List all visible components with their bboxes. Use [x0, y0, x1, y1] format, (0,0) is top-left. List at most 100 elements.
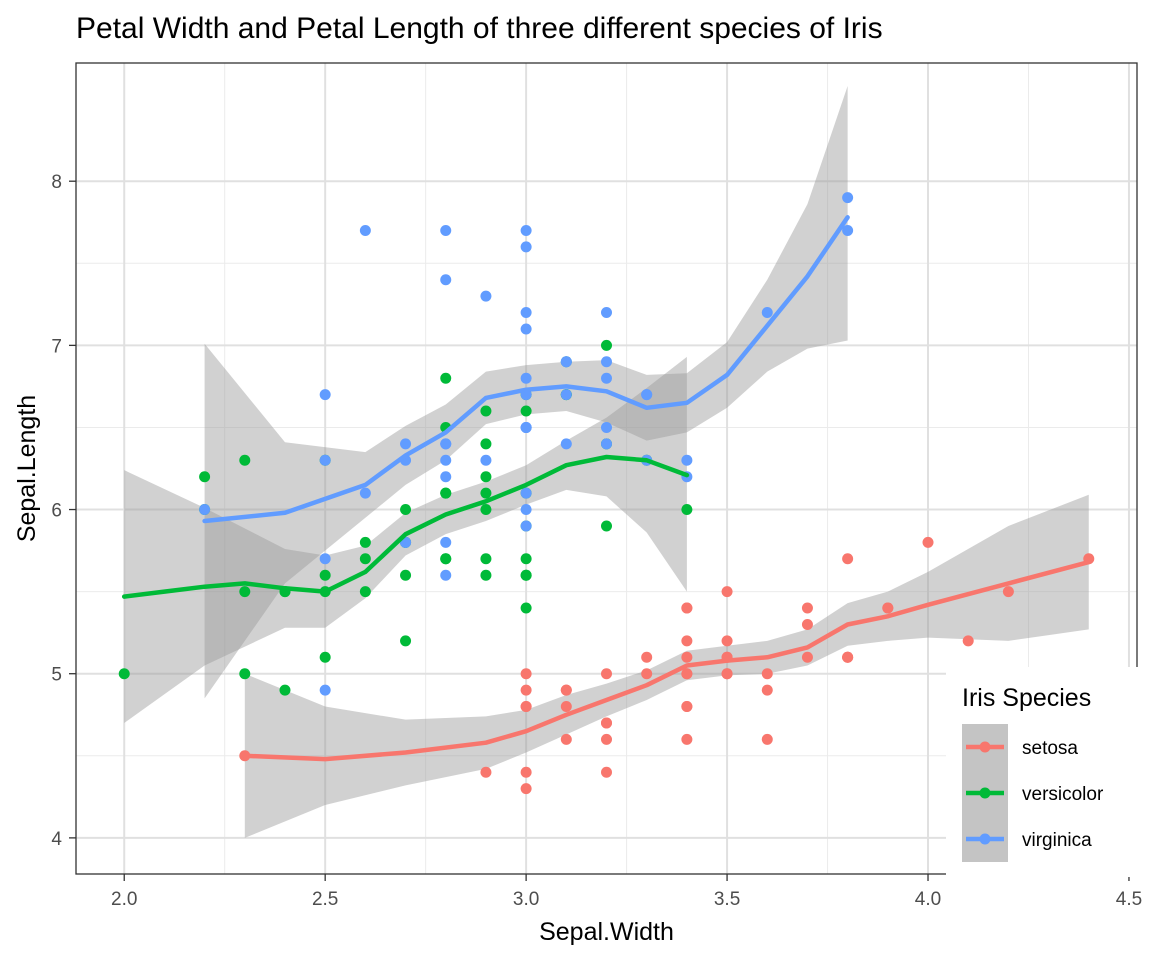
data-point-versicolor: [520, 553, 532, 565]
data-point-virginica: [520, 307, 532, 319]
data-point-setosa: [560, 684, 572, 696]
data-point-versicolor: [239, 454, 251, 466]
chart-title: Petal Width and Petal Length of three di…: [76, 12, 883, 45]
data-point-versicolor: [400, 635, 412, 647]
data-point-setosa: [601, 766, 612, 778]
smooth-line-virginica: [202, 215, 850, 524]
data-point-setosa: [761, 668, 773, 680]
data-point-setosa: [681, 635, 693, 647]
y-tick-label: 4: [51, 829, 62, 850]
data-point-setosa: [721, 635, 733, 647]
data-point-setosa: [681, 733, 693, 745]
data-point-virginica: [480, 290, 492, 302]
data-point-virginica: [520, 504, 532, 516]
data-point-versicolor: [480, 438, 492, 450]
data-point-versicolor: [480, 569, 492, 581]
legend-point-versicolor: [979, 787, 991, 799]
data-point-setosa: [480, 766, 492, 778]
data-point-setosa: [721, 586, 733, 598]
y-tick-label: 7: [51, 336, 62, 357]
x-tick-label: 3.0: [513, 889, 539, 910]
data-point-setosa: [801, 618, 813, 630]
data-point-virginica: [761, 307, 773, 319]
data-point-setosa: [761, 733, 773, 745]
legend-point-virginica: [979, 833, 991, 845]
confidence-band-setosa: [244, 494, 1089, 838]
x-tick-label: 4.5: [1116, 889, 1142, 910]
data-point-versicolor: [601, 339, 612, 351]
data-point-setosa: [641, 668, 653, 680]
data-point-setosa: [520, 684, 532, 696]
data-point-versicolor: [480, 405, 492, 417]
data-point-virginica: [319, 454, 331, 466]
data-point-setosa: [520, 766, 532, 778]
data-point-virginica: [520, 323, 532, 335]
x-tick-label: 4.0: [915, 889, 941, 910]
x-tick-label: 2.5: [312, 889, 338, 910]
y-tick-label: 8: [51, 172, 62, 193]
data-point-virginica: [842, 224, 854, 236]
data-point-setosa: [842, 651, 854, 663]
data-point-virginica: [359, 224, 371, 236]
data-point-virginica: [440, 438, 452, 450]
data-point-virginica: [520, 372, 532, 384]
data-point-virginica: [601, 372, 612, 384]
data-point-versicolor: [440, 372, 452, 384]
axes: 2.0 2.5 3.0 3.5 4.0 4.5 4 5 6 7 8: [51, 172, 1142, 910]
data-point-versicolor: [319, 569, 331, 581]
data-point-versicolor: [359, 586, 371, 598]
data-point-setosa: [601, 733, 612, 745]
data-point-setosa: [681, 701, 693, 713]
y-axis-title: Sepal.Length: [13, 395, 41, 542]
data-point-versicolor: [359, 536, 371, 548]
data-point-virginica: [601, 307, 612, 319]
data-point-versicolor: [319, 651, 331, 663]
data-point-setosa: [641, 651, 653, 663]
data-point-versicolor: [520, 405, 532, 417]
data-point-virginica: [641, 389, 653, 401]
data-point-setosa: [520, 701, 532, 713]
data-point-virginica: [359, 487, 371, 499]
data-point-setosa: [882, 602, 894, 614]
y-tick-label: 6: [51, 501, 62, 522]
data-point-virginica: [601, 356, 612, 368]
data-point-setosa: [801, 602, 813, 614]
data-point-setosa: [681, 651, 693, 663]
panel-border: [75, 62, 1138, 875]
x-axis-title: Sepal.Width: [539, 918, 674, 946]
data-point-virginica: [560, 438, 572, 450]
data-point-virginica: [520, 241, 532, 253]
data-point-virginica: [681, 454, 693, 466]
data-point-versicolor: [681, 504, 693, 516]
data-point-versicolor: [601, 520, 612, 532]
data-point-virginica: [520, 520, 532, 532]
data-point-versicolor: [279, 684, 291, 696]
data-point-virginica: [440, 471, 452, 483]
data-point-versicolor: [118, 668, 130, 680]
data-point-virginica: [440, 274, 452, 286]
data-point-setosa: [520, 783, 532, 795]
data-point-versicolor: [480, 487, 492, 499]
smooth-line-versicolor: [121, 454, 690, 599]
data-point-versicolor: [520, 602, 532, 614]
data-point-versicolor: [359, 553, 371, 565]
data-point-virginica: [400, 438, 412, 450]
data-point-virginica: [319, 684, 331, 696]
data-point-versicolor: [520, 569, 532, 581]
x-tick-label: 2.0: [111, 889, 137, 910]
data-point-versicolor: [199, 471, 211, 483]
data-point-setosa: [601, 668, 612, 680]
data-point-versicolor: [400, 504, 412, 516]
data-point-versicolor: [239, 586, 251, 598]
data-point-setosa: [520, 668, 532, 680]
legend-label-setosa: setosa: [1022, 738, 1078, 759]
data-point-virginica: [560, 389, 572, 401]
data-point-versicolor: [440, 553, 452, 565]
data-point-setosa: [801, 651, 813, 663]
data-point-versicolor: [440, 487, 452, 499]
y-tick-label: 5: [51, 665, 62, 686]
data-point-virginica: [440, 569, 452, 581]
data-point-setosa: [560, 733, 572, 745]
data-point-virginica: [601, 421, 612, 433]
